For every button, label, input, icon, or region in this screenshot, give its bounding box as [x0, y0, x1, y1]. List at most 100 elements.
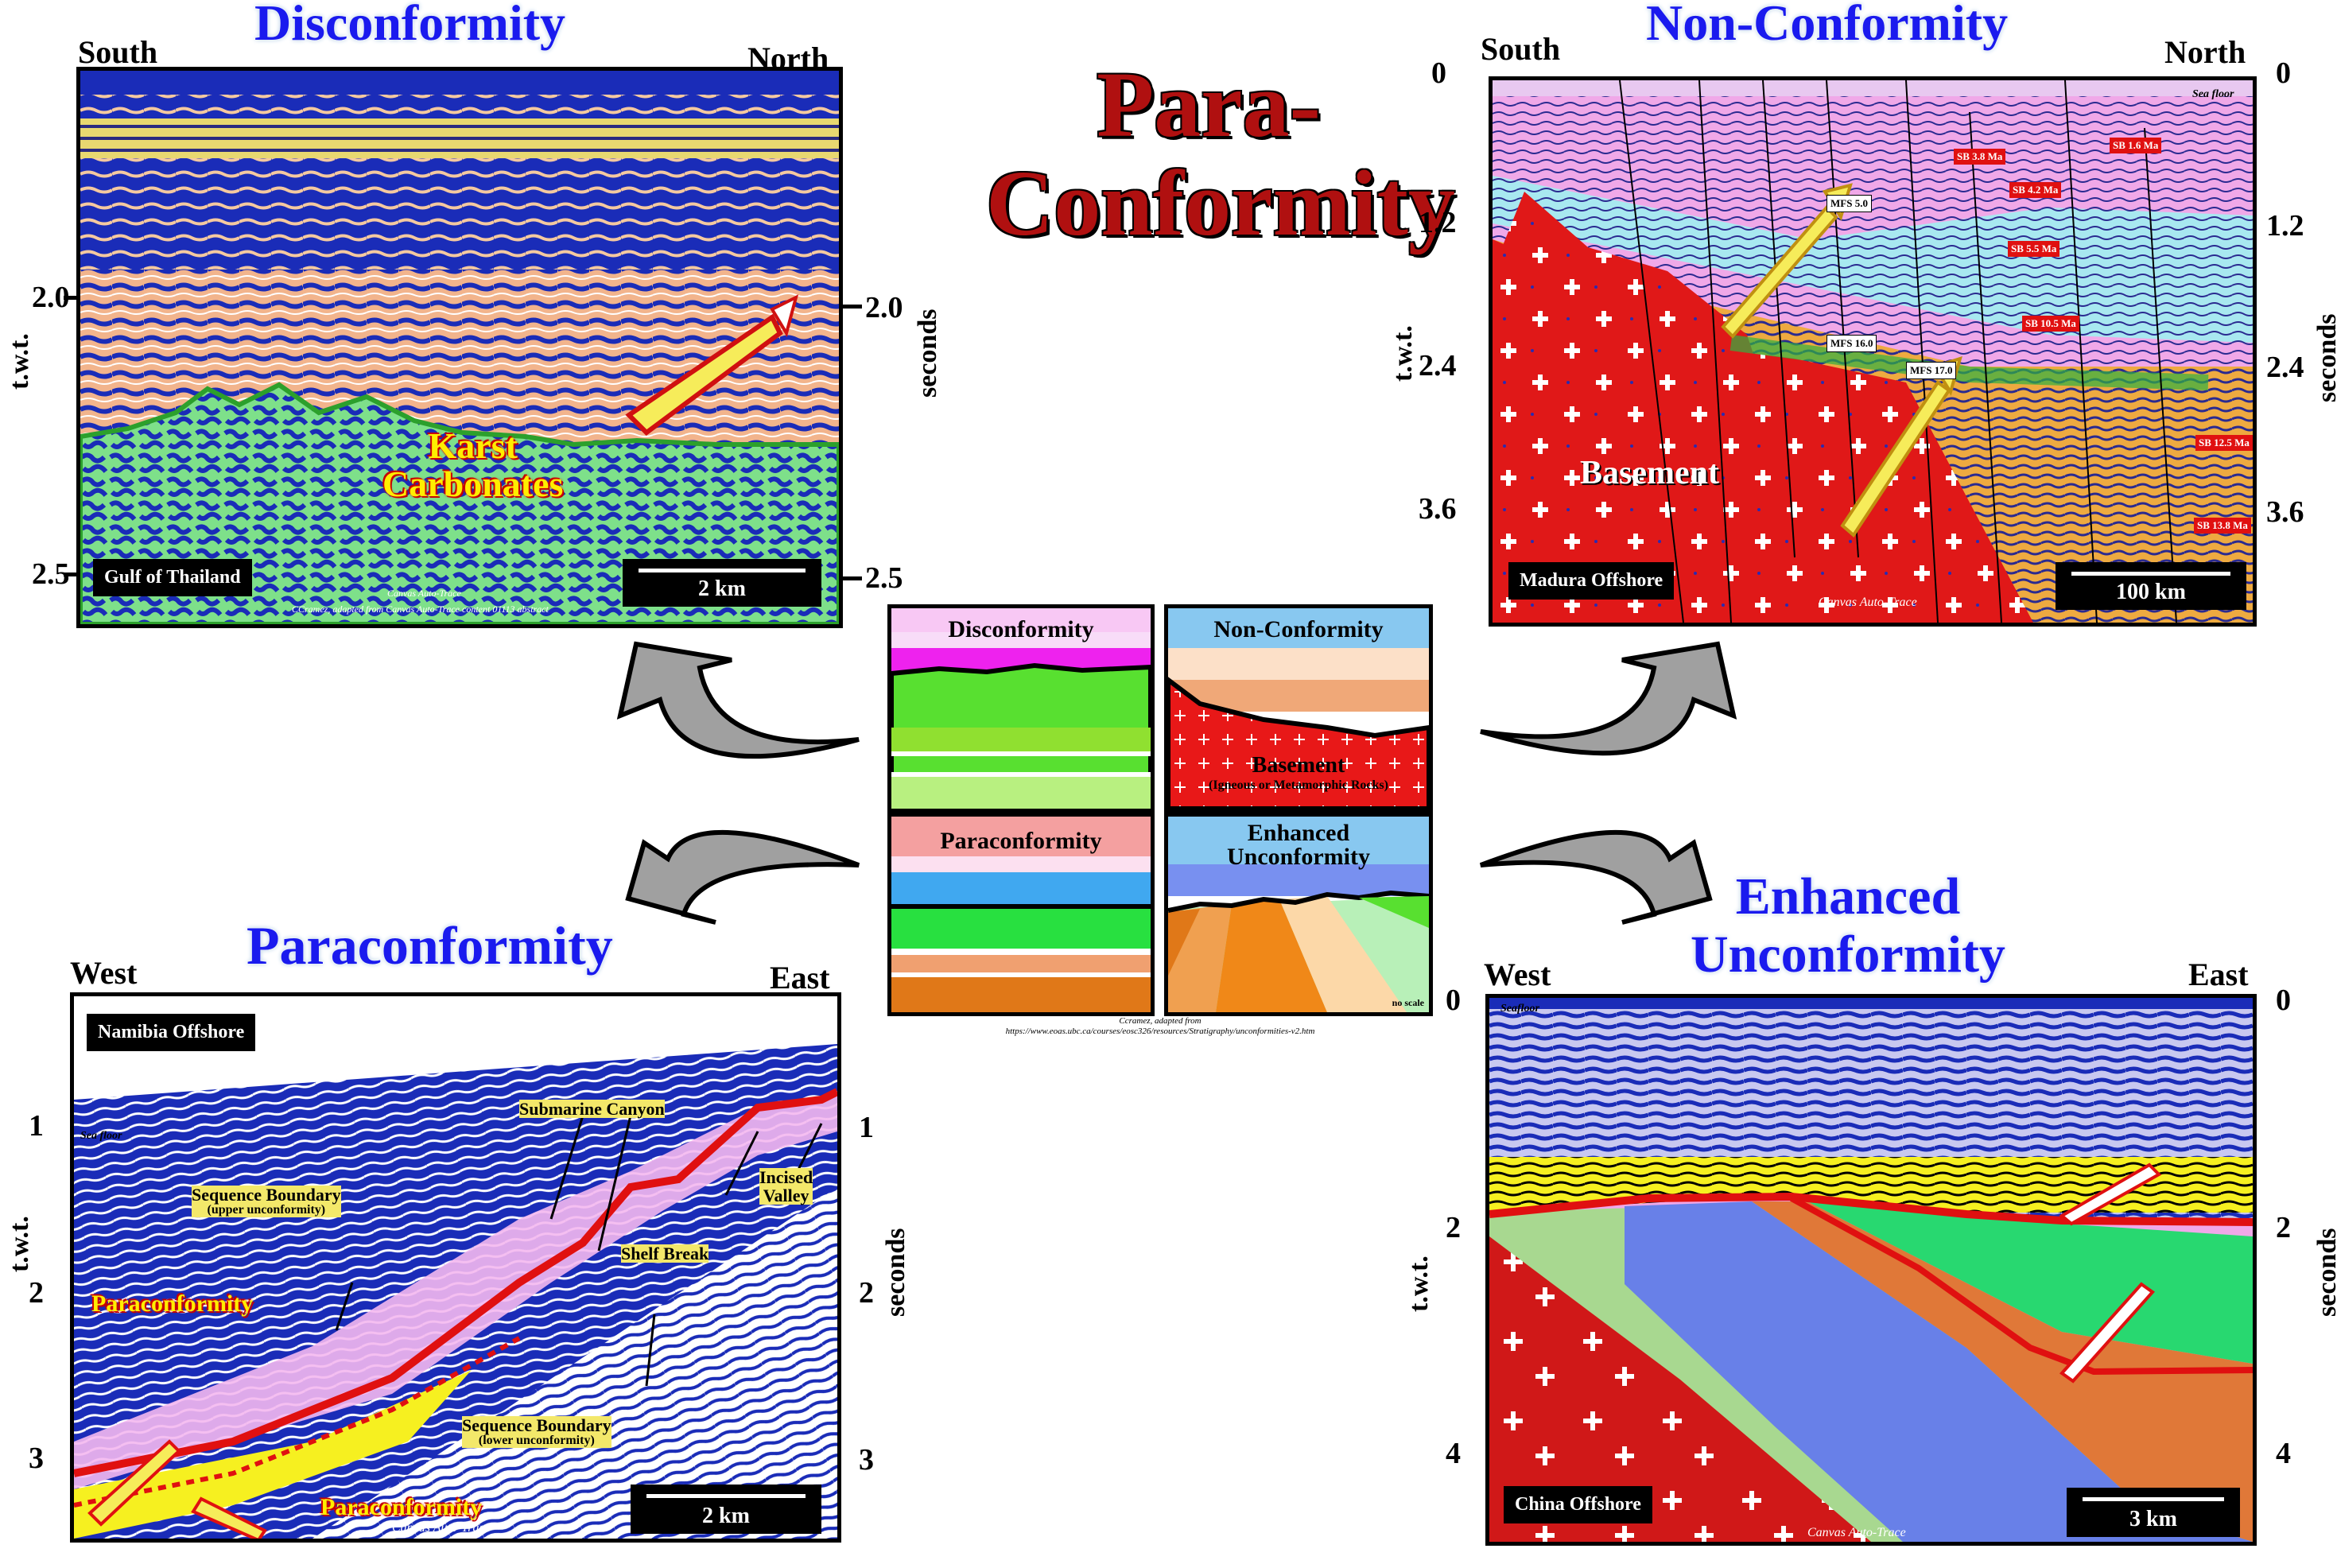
tr-tick-left-0: 0: [1431, 56, 1446, 90]
tr-sea-floor-label: Sea floor: [2192, 88, 2234, 100]
bl-submarine-canyon-label: Submarine Canyon: [519, 1099, 665, 1119]
tr-location-label: Madura Offshore: [1508, 562, 1675, 600]
tr-title: Non-Conformity: [1646, 0, 2009, 51]
bl-tick-left-3: 3: [29, 1442, 44, 1475]
br-title: Enhanced Unconformity: [1691, 867, 2005, 984]
bl-twt-axis-label: t.w.t.: [5, 1216, 34, 1272]
tl-tick-right-2-5: 2.5: [865, 561, 903, 595]
tl-karst-line1: Karst: [428, 425, 518, 466]
bl-seconds-axis-label: seconds: [881, 1228, 910, 1317]
main-title-line1: Para-: [1097, 52, 1321, 157]
bl-incised-line1: Incised: [759, 1167, 813, 1187]
tr-sb-3-8: SB 3.8 Ma: [1954, 149, 2006, 165]
tl-scale-text: 2 km: [698, 576, 746, 601]
bl-sb-lower-line2: (lower unconformity): [478, 1434, 595, 1448]
br-seconds-axis-label: seconds: [2312, 1228, 2337, 1317]
tr-tick-left-3-6: 3.6: [1419, 492, 1457, 526]
bl-scale-line: [646, 1494, 806, 1498]
tl-seismic-image: [80, 71, 839, 624]
br-seismic-image: [1489, 998, 2253, 1542]
center-credit-line1: Ccramez, adapted from: [1119, 1016, 1201, 1026]
br-twt-axis-label: t.w.t.: [1404, 1256, 1434, 1312]
br-sea-floor-label: Seafloor: [1500, 1003, 1539, 1015]
bl-sb-lower-label: Sequence Boundary (lower unconformity): [462, 1416, 611, 1448]
tl-tick-right-2-0: 2.0: [865, 291, 903, 324]
center-enhanced-graphic: [1168, 817, 1429, 1012]
br-scale-text: 3 km: [2129, 1507, 2177, 1531]
center-paraconformity-title: Paraconformity: [940, 828, 1102, 854]
tr-seconds-axis-label: seconds: [2312, 313, 2337, 402]
tr-sb-1-6: SB 1.6 Ma: [2110, 138, 2162, 153]
bl-title: Paraconformity: [247, 915, 613, 976]
tl-twt-axis-label: t.w.t.: [5, 333, 34, 390]
tr-credit: Canvas Auto-Trace: [1819, 596, 1917, 609]
center-disconformity-graphic: [891, 608, 1151, 809]
center-nonconformity-title: Non-Conformity: [1213, 616, 1384, 642]
center-nonconformity-box: Non-Conformity Basement (Igneous or Meta…: [1164, 604, 1433, 813]
bl-tick-right-3: 3: [859, 1443, 874, 1477]
center-credit-line2: https://www.eoas.ubc.ca/courses/eosc326/…: [1005, 1027, 1315, 1037]
br-tick-left-0: 0: [1446, 984, 1461, 1017]
br-tick-right-0: 0: [2276, 984, 2291, 1017]
tr-tick-right-3-6: 3.6: [2266, 495, 2304, 529]
center-paraconformity-graphic: [891, 817, 1151, 1012]
bl-sb-lower-line1: Sequence Boundary: [462, 1415, 611, 1435]
tr-tick-right-1-2: 1.2: [2266, 209, 2304, 243]
tr-mfs-5-0: MFS 5.0: [1827, 195, 1872, 212]
center-paraconformity-box: Paraconformity: [887, 813, 1155, 1016]
br-west-label: West: [1484, 957, 1551, 992]
bl-incised-valley-label: Incised Valley: [759, 1168, 813, 1205]
tl-scale-line: [639, 569, 806, 572]
bl-west-label: West: [70, 955, 138, 991]
bl-tick-left-1: 1: [29, 1109, 44, 1143]
tl-tick-marks-2: [64, 572, 80, 576]
bl-scale-bar: 2 km: [631, 1485, 821, 1534]
br-scale-line: [2083, 1497, 2224, 1501]
bl-location-label: Namibia Offshore: [87, 1014, 256, 1051]
tl-tick-marks: [64, 296, 80, 300]
tr-sb-13-8: SB 13.8 Ma: [2194, 518, 2251, 534]
tr-seismic-panel: Sea floor Basement SB 3.8 Ma SB 1.6 Ma S…: [1489, 76, 2257, 627]
tl-tick-left-2-5: 2.5: [32, 557, 70, 591]
tr-tick-right-0: 0: [2276, 56, 2291, 90]
tr-south-label: South: [1481, 31, 1561, 67]
bl-paraconformity-label-2: Paraconformity: [320, 1494, 483, 1520]
br-title-line2: Unconformity: [1691, 925, 2005, 984]
bl-paraconformity-label-1: Paraconformity: [91, 1290, 254, 1317]
tr-sb-10-5: SB 10.5 Ma: [2022, 316, 2079, 332]
tl-karst-line2: Carbonates: [382, 464, 564, 505]
tl-credit-2: CCramez, adapted from Canvas Auto-Trace …: [292, 604, 549, 615]
bl-scale-text: 2 km: [702, 1504, 750, 1528]
bl-seismic-image: [74, 996, 837, 1539]
br-credit: Canvas Auto-Trace: [1807, 1526, 1906, 1539]
center-enhanced-line1: Enhanced: [1247, 820, 1350, 846]
center-enhanced-box: Enhanced Unconformity no scale: [1164, 813, 1433, 1016]
arrow-to-bottom-left: [625, 829, 860, 925]
bl-shelf-break-label: Shelf Break: [621, 1244, 709, 1263]
tl-karst-label: Karst Carbonates: [382, 425, 564, 505]
bl-sb-upper-label: Sequence Boundary (upper unconformity): [192, 1186, 341, 1217]
tr-basement-label: Basement: [1580, 455, 1719, 491]
tr-scale-line: [2071, 572, 2230, 576]
bl-tick-right-1: 1: [859, 1111, 874, 1144]
br-tick-left-4: 4: [1446, 1437, 1461, 1470]
bl-sea-floor-label: Sea floor: [80, 1130, 122, 1142]
br-scale-bar: 3 km: [2067, 1488, 2240, 1537]
tl-seconds-axis-label: seconds: [913, 309, 942, 398]
tr-scale-text: 100 km: [2116, 580, 2186, 604]
bl-east-label: East: [770, 960, 830, 996]
bl-sb-upper-line2: (upper unconformity): [207, 1203, 326, 1217]
bl-credit: Canvas Auto-Trace: [392, 1521, 491, 1535]
center-enhanced-title: Enhanced Unconformity: [1168, 821, 1429, 869]
bl-seismic-panel: Namibia Offshore Sea floor Paraconformit…: [70, 992, 841, 1543]
tr-tick-right-2-4: 2.4: [2266, 351, 2304, 384]
main-title-line2: Conformity: [986, 150, 1455, 255]
tl-seismic-panel: Karst Carbonates Gulf of Thailand 2 km C…: [76, 67, 843, 628]
br-tick-right-4: 4: [2276, 1437, 2291, 1470]
center-enhanced-line2: Unconformity: [1227, 844, 1370, 870]
br-location-label: China Offshore: [1504, 1486, 1652, 1523]
tl-tick-marks-4: [843, 576, 862, 580]
tr-sb-5-5: SB 5.5 Ma: [2008, 241, 2060, 257]
tl-tick-left-2-0: 2.0: [32, 281, 70, 314]
center-nonconformity-graphic: [1168, 608, 1429, 809]
